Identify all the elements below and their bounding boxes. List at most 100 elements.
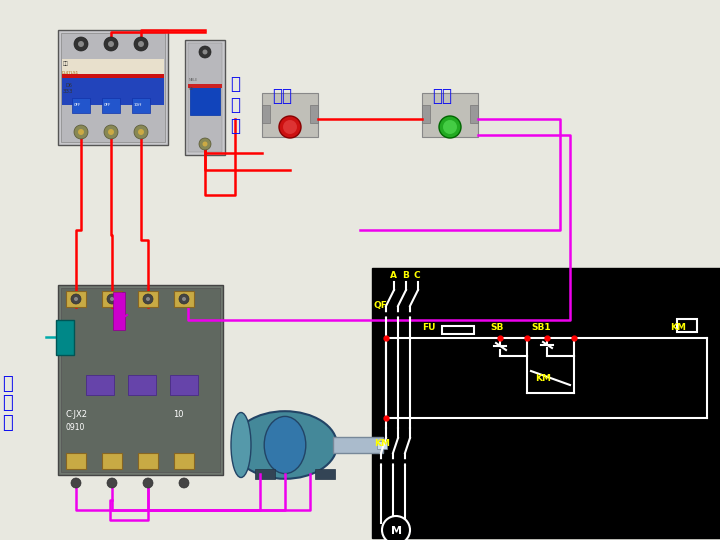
Bar: [442, 326, 474, 334]
Circle shape: [74, 297, 78, 301]
Circle shape: [71, 294, 81, 304]
Text: 10ff: 10ff: [134, 103, 142, 107]
Circle shape: [283, 120, 297, 134]
Circle shape: [108, 41, 114, 47]
Bar: [102, 98, 120, 113]
Circle shape: [78, 129, 84, 135]
Circle shape: [279, 116, 301, 138]
Circle shape: [179, 478, 189, 488]
Bar: [58, 30, 168, 145]
Circle shape: [143, 294, 153, 304]
Circle shape: [107, 294, 117, 304]
Circle shape: [382, 516, 410, 540]
Text: 0910: 0910: [66, 423, 86, 432]
Bar: [315, 469, 335, 479]
Bar: [255, 469, 275, 479]
Circle shape: [74, 37, 88, 51]
Bar: [262, 93, 318, 137]
Text: D-47LS1: D-47LS1: [62, 71, 79, 75]
Text: C·JX2: C·JX2: [66, 410, 88, 419]
Bar: [377, 441, 387, 449]
Circle shape: [439, 116, 461, 138]
Bar: [102, 453, 122, 469]
Text: CE: CE: [189, 87, 194, 91]
Circle shape: [110, 297, 114, 301]
Text: A: A: [390, 271, 397, 280]
Circle shape: [134, 37, 148, 51]
Bar: [62, 59, 164, 82]
Text: KM: KM: [535, 374, 551, 383]
Bar: [102, 291, 122, 307]
Text: M: M: [391, 526, 402, 536]
Text: QF: QF: [374, 301, 388, 310]
Text: 接
触
器: 接 触 器: [2, 375, 13, 432]
Circle shape: [199, 138, 211, 150]
Bar: [62, 74, 164, 80]
Circle shape: [202, 141, 207, 146]
Text: SB: SB: [490, 323, 503, 332]
Circle shape: [78, 41, 84, 47]
Bar: [66, 453, 86, 469]
Text: 启动: 启动: [432, 87, 452, 105]
Text: KM: KM: [374, 439, 390, 448]
Bar: [61, 33, 165, 142]
Bar: [62, 78, 164, 100]
Bar: [66, 291, 86, 307]
Bar: [138, 453, 158, 469]
Bar: [677, 319, 697, 332]
Text: 10: 10: [173, 410, 184, 419]
Bar: [422, 105, 430, 123]
Circle shape: [199, 46, 211, 58]
Circle shape: [143, 478, 153, 488]
Circle shape: [104, 37, 118, 51]
Bar: [262, 105, 270, 123]
Circle shape: [74, 125, 88, 139]
Text: NBLE: NBLE: [189, 78, 198, 82]
Text: D6: D6: [65, 83, 72, 88]
Bar: [470, 105, 478, 123]
Circle shape: [108, 129, 114, 135]
Bar: [372, 268, 720, 538]
Bar: [72, 98, 90, 113]
Bar: [170, 375, 198, 395]
Bar: [174, 291, 194, 307]
Ellipse shape: [264, 416, 306, 474]
Bar: [138, 291, 158, 307]
Bar: [56, 320, 74, 355]
Bar: [128, 375, 156, 395]
Ellipse shape: [231, 413, 251, 477]
Bar: [62, 77, 164, 82]
Circle shape: [71, 478, 81, 488]
Bar: [188, 43, 222, 152]
Text: C: C: [414, 271, 420, 280]
Text: SB1: SB1: [531, 323, 551, 332]
Text: 停止: 停止: [272, 87, 292, 105]
Circle shape: [202, 50, 207, 55]
Text: 宏电: 宏电: [63, 61, 68, 66]
Bar: [62, 85, 164, 105]
Bar: [185, 40, 225, 155]
Circle shape: [104, 125, 118, 139]
Circle shape: [182, 297, 186, 301]
Text: 0FF: 0FF: [104, 103, 112, 107]
Text: 0FF: 0FF: [74, 103, 81, 107]
Bar: [190, 85, 220, 115]
Bar: [333, 437, 383, 453]
Bar: [132, 98, 150, 113]
Bar: [422, 93, 478, 137]
Circle shape: [107, 478, 117, 488]
Bar: [61, 288, 220, 472]
Text: 断
路
器: 断 路 器: [230, 75, 240, 134]
Text: FU: FU: [422, 323, 436, 332]
Bar: [174, 453, 194, 469]
Bar: [188, 84, 222, 88]
Circle shape: [443, 120, 457, 134]
Bar: [113, 292, 125, 330]
Circle shape: [138, 41, 144, 47]
Text: 333: 333: [63, 89, 73, 94]
Ellipse shape: [233, 411, 337, 479]
Circle shape: [179, 294, 189, 304]
Text: B: B: [402, 271, 409, 280]
Bar: [58, 285, 223, 475]
Circle shape: [146, 297, 150, 301]
